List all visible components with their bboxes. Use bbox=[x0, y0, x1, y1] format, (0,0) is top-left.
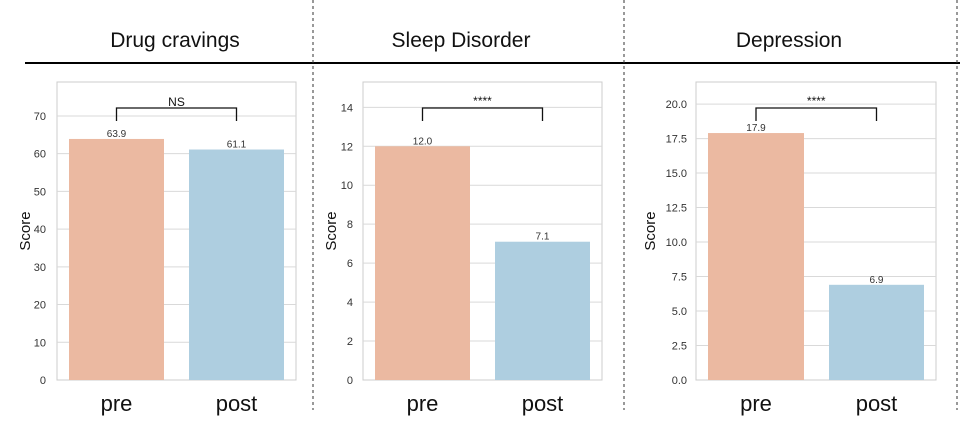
value-label-post: 7.1 bbox=[536, 232, 550, 243]
significance-bracket bbox=[115, 107, 238, 121]
bar-pre bbox=[375, 146, 470, 380]
y-tick-label: 10.0 bbox=[666, 237, 687, 249]
y-tick-label: 70 bbox=[34, 111, 46, 123]
significance-label: **** bbox=[807, 94, 826, 108]
panel-title-drug-cravings: Drug cravings bbox=[110, 29, 240, 52]
y-tick-label: 20.0 bbox=[666, 99, 687, 111]
value-label-pre: 12.0 bbox=[413, 136, 433, 147]
significance-label: NS bbox=[168, 95, 185, 109]
y-axis-label: Score bbox=[642, 211, 659, 250]
significance-bracket bbox=[755, 107, 878, 121]
significance-label: **** bbox=[473, 94, 492, 108]
chart-panel-2: 0 2 4 6 8 10 12 14 12.0 pre 7.1 post **** Score bbox=[323, 81, 603, 416]
x-tick-label-pre: pre bbox=[407, 391, 439, 416]
value-label-pre: 17.9 bbox=[746, 123, 766, 134]
y-tick-label: 6 bbox=[347, 258, 353, 270]
y-tick-label: 60 bbox=[34, 149, 46, 161]
x-tick-label-post: post bbox=[522, 391, 564, 416]
chart-panels: 0 10 20 30 40 50 60 70 63.9 pre 61.1 post NS Score 0 2 4… bbox=[17, 81, 937, 416]
bar-post bbox=[495, 241, 590, 380]
y-tick-label: 10 bbox=[34, 337, 46, 349]
y-tick-label: 0 bbox=[40, 375, 46, 387]
y-tick-label: 15.0 bbox=[666, 168, 687, 180]
significance-bracket bbox=[421, 107, 544, 121]
y-tick-label: 20 bbox=[34, 300, 46, 312]
chart-panel-3: 0.0 2.5 5.0 7.5 10.0 12.5 15.0 17.5 20.0 17.9 pre 6… bbox=[642, 81, 937, 416]
value-label-post: 61.1 bbox=[227, 140, 247, 151]
chart-panel-1: 0 10 20 30 40 50 60 70 63.9 pre 61.1 post NS Score bbox=[17, 81, 297, 416]
y-tick-label: 30 bbox=[34, 262, 46, 274]
x-tick-label-pre: pre bbox=[740, 391, 772, 416]
bar-post bbox=[189, 149, 284, 380]
y-axis-label: Score bbox=[17, 211, 34, 250]
y-tick-label: 10 bbox=[341, 180, 353, 192]
value-label-pre: 63.9 bbox=[107, 129, 127, 140]
bar-pre bbox=[708, 133, 804, 380]
y-tick-label: 4 bbox=[347, 297, 353, 309]
y-tick-label: 40 bbox=[34, 224, 46, 236]
bar-pre bbox=[69, 138, 164, 380]
y-tick-label: 0 bbox=[347, 375, 353, 387]
panel-title-depression: Depression bbox=[736, 29, 842, 52]
value-label-post: 6.9 bbox=[870, 275, 884, 286]
y-tick-label: 8 bbox=[347, 219, 353, 231]
y-tick-label: 50 bbox=[34, 186, 46, 198]
x-tick-label-post: post bbox=[856, 391, 898, 416]
y-tick-label: 12.5 bbox=[666, 203, 687, 215]
y-tick-label: 2 bbox=[347, 336, 353, 348]
y-tick-label: 12 bbox=[341, 141, 353, 153]
panel-title-sleep-disorder: Sleep Disorder bbox=[392, 29, 531, 52]
y-tick-label: 5.0 bbox=[672, 306, 687, 318]
y-axis-label: Score bbox=[323, 211, 340, 250]
y-tick-label: 2.5 bbox=[672, 341, 687, 353]
y-tick-label: 0.0 bbox=[672, 375, 687, 387]
y-tick-label: 7.5 bbox=[672, 272, 687, 284]
x-tick-label-pre: pre bbox=[101, 391, 133, 416]
bar-post bbox=[829, 284, 924, 380]
y-tick-label: 17.5 bbox=[666, 134, 687, 146]
x-tick-label-post: post bbox=[216, 391, 258, 416]
y-tick-label: 14 bbox=[341, 102, 353, 114]
